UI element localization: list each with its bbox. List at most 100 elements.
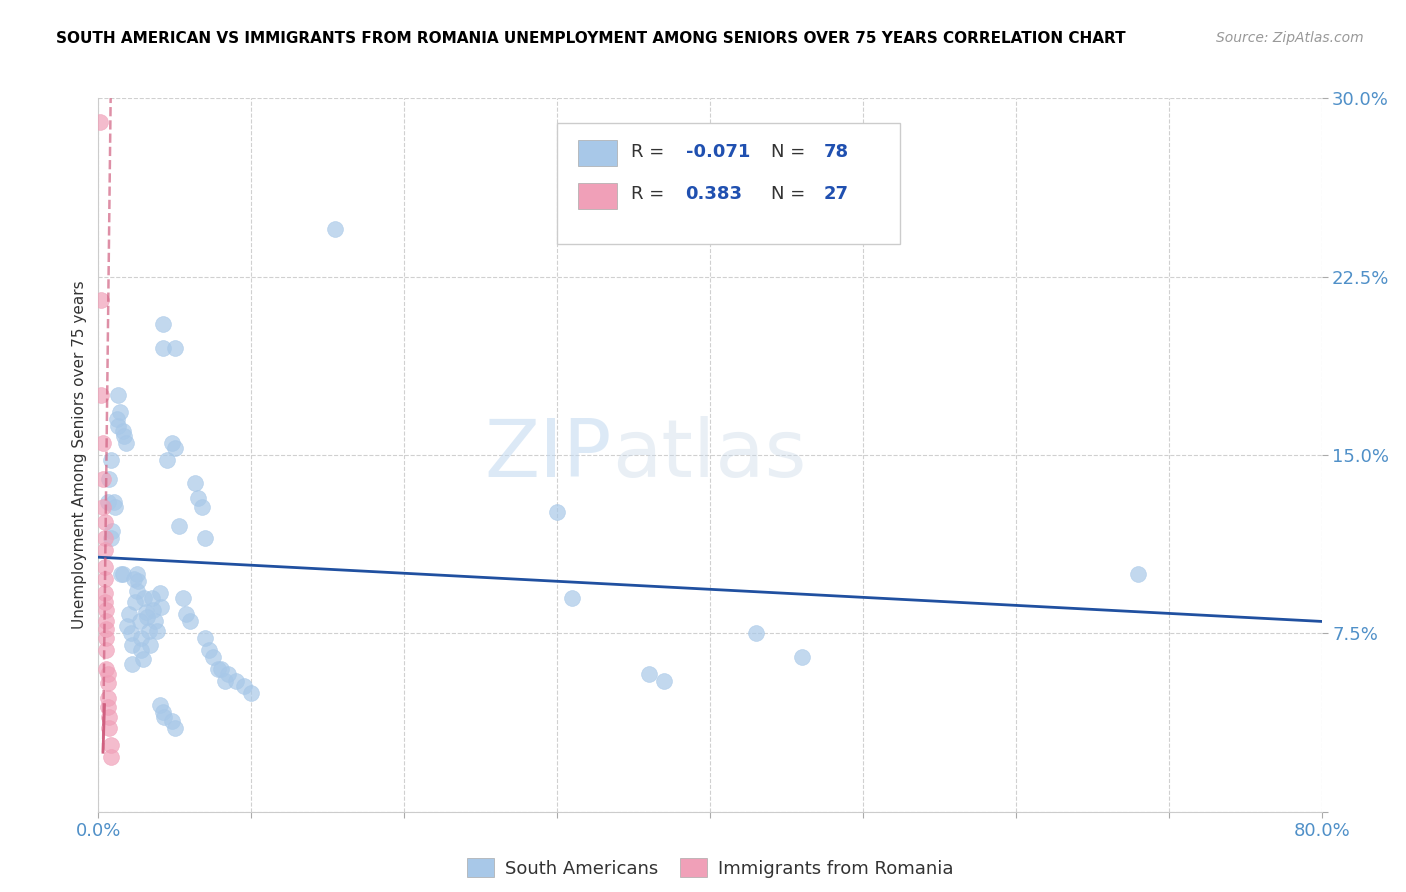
Point — [97, 666, 120, 681]
Point — [93, 586, 115, 600]
Text: 0.383: 0.383 — [686, 186, 742, 203]
Bar — [578, 183, 617, 209]
Point — [97, 690, 120, 705]
Point — [153, 709, 176, 723]
Point — [135, 605, 157, 619]
Text: 27: 27 — [824, 186, 849, 203]
Point — [111, 424, 134, 438]
Point — [91, 436, 114, 450]
Point — [94, 602, 117, 616]
Point — [217, 666, 239, 681]
Point — [745, 626, 768, 640]
Point — [1128, 566, 1150, 581]
Point — [160, 714, 183, 729]
Legend: South Americans, Immigrants from Romania: South Americans, Immigrants from Romania — [460, 851, 960, 885]
Point — [129, 643, 152, 657]
Y-axis label: Unemployment Among Seniors over 75 years: Unemployment Among Seniors over 75 years — [72, 281, 87, 629]
Point — [125, 583, 148, 598]
Text: R =: R = — [630, 143, 669, 161]
Point — [232, 679, 254, 693]
Point — [138, 624, 160, 638]
Point — [163, 341, 186, 355]
Point — [127, 574, 149, 588]
Point — [121, 638, 143, 652]
Point — [107, 388, 129, 402]
Point — [110, 566, 132, 581]
Point — [93, 559, 115, 574]
Point — [194, 531, 217, 545]
Point — [141, 591, 163, 605]
Point — [91, 500, 114, 515]
Point — [117, 619, 139, 633]
Point — [107, 419, 129, 434]
Point — [652, 673, 675, 688]
Point — [561, 591, 583, 605]
Point — [93, 531, 115, 545]
Point — [184, 476, 207, 491]
Point — [108, 405, 131, 419]
Point — [160, 436, 183, 450]
Text: 78: 78 — [824, 143, 849, 161]
Text: N =: N = — [772, 143, 811, 161]
Point — [142, 602, 165, 616]
Point — [100, 452, 122, 467]
Point — [149, 698, 172, 712]
Point — [100, 750, 122, 764]
Text: R =: R = — [630, 186, 675, 203]
Point — [121, 657, 143, 672]
Point — [120, 626, 142, 640]
Point — [225, 673, 247, 688]
Point — [174, 607, 197, 622]
Point — [156, 452, 179, 467]
Point — [93, 543, 115, 558]
Point — [94, 643, 117, 657]
Point — [637, 666, 661, 681]
Text: N =: N = — [772, 186, 811, 203]
Point — [93, 515, 115, 529]
Point — [93, 595, 115, 609]
Point — [209, 662, 232, 676]
Point — [152, 341, 174, 355]
Point — [125, 566, 148, 581]
Point — [132, 652, 155, 666]
Point — [111, 566, 134, 581]
Point — [152, 705, 174, 719]
Point — [139, 638, 162, 652]
Point — [163, 722, 186, 736]
Point — [197, 643, 219, 657]
Point — [98, 472, 121, 486]
Point — [94, 662, 117, 676]
Point — [105, 412, 128, 426]
Point — [124, 595, 146, 609]
Point — [90, 388, 112, 402]
Point — [145, 624, 167, 638]
Point — [202, 650, 225, 665]
Point — [100, 531, 122, 545]
Point — [179, 615, 201, 629]
Point — [546, 505, 568, 519]
Point — [89, 115, 111, 129]
Point — [115, 436, 138, 450]
Point — [91, 472, 114, 486]
Point — [150, 600, 173, 615]
Point — [134, 591, 156, 605]
Point — [98, 709, 121, 723]
Point — [172, 591, 194, 605]
Text: -0.071: -0.071 — [686, 143, 749, 161]
Point — [790, 650, 813, 665]
Point — [94, 615, 117, 629]
Point — [103, 495, 125, 509]
Point — [112, 429, 135, 443]
Point — [169, 519, 191, 533]
Point — [100, 738, 122, 752]
Bar — [578, 140, 617, 166]
Point — [143, 615, 166, 629]
Point — [94, 631, 117, 645]
Point — [122, 572, 145, 586]
FancyBboxPatch shape — [557, 123, 900, 244]
Point — [149, 586, 172, 600]
Text: Source: ZipAtlas.com: Source: ZipAtlas.com — [1216, 31, 1364, 45]
Point — [90, 293, 112, 308]
Point — [240, 686, 263, 700]
Text: ZIP: ZIP — [485, 416, 612, 494]
